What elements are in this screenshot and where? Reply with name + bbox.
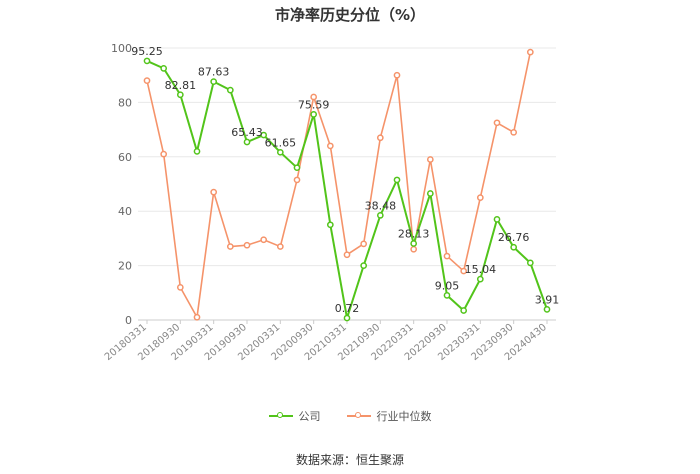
series-0-point-13: [360, 262, 368, 269]
data-label-18: 9.05: [435, 279, 460, 292]
grid-layer: [138, 47, 556, 321]
series-1-point-23: [526, 48, 534, 56]
series-1-point-15: [393, 71, 401, 79]
legend-company-swatch: [268, 412, 293, 418]
legend-industry-swatch: [346, 412, 371, 418]
legend-item-industry[interactable]: 行业中位数: [346, 408, 432, 424]
series-0-point-12: [343, 314, 351, 322]
series-0-point-20: [476, 275, 484, 283]
data-label-16: 28.13: [398, 227, 430, 240]
series-1-point-4: [210, 188, 218, 196]
series-0-point-19: [460, 307, 468, 314]
series-1-point-6: [243, 241, 251, 249]
series-1-point-0: [143, 77, 151, 84]
y-tick-label-80: 80: [118, 96, 132, 109]
series-0-point-6: [243, 138, 251, 146]
data-label-4: 87.63: [198, 66, 230, 79]
series-line-1: [146, 51, 532, 319]
series-0-point-1: [160, 65, 168, 72]
series-1-point-7: [260, 236, 268, 244]
series-1-point-8: [276, 243, 284, 250]
series-0-point-2: [176, 91, 184, 99]
data-label-8: 61.65: [265, 136, 297, 149]
y-tick-label-100: 100: [111, 42, 132, 55]
series-0-point-8: [276, 148, 284, 156]
y-tick-label-60: 60: [118, 151, 132, 164]
source-note: 数据来源：恒生聚源: [295, 453, 404, 467]
series-0-point-18: [443, 292, 451, 299]
data-label-22: 26.76: [498, 231, 530, 244]
series-0-point-4: [210, 78, 218, 85]
data-label-10: 75.59: [298, 98, 330, 111]
point-layer: [143, 48, 551, 322]
series-1-point-20: [476, 194, 484, 201]
series-1-point-11: [326, 142, 334, 150]
data-label-0: 95.25: [131, 45, 163, 58]
series-1-point-13: [360, 240, 368, 248]
series-line-0: [146, 60, 548, 320]
series-1-point-12: [343, 251, 351, 259]
chart-title: 市净率历史分位（%）: [274, 6, 426, 24]
series-0-point-15: [393, 176, 401, 184]
series-0-point-17: [426, 190, 434, 197]
y-tick-label-40: 40: [118, 205, 132, 218]
series-1-point-21: [493, 119, 501, 127]
legend: 公司 行业中位数: [0, 408, 700, 424]
data-label-6: 65.43: [231, 126, 263, 139]
series-1-point-19: [460, 267, 468, 275]
series-0-point-24: [543, 306, 551, 313]
series-1-point-2: [176, 284, 184, 291]
series-0-point-14: [376, 211, 384, 219]
legend-industry-label: 行业中位数: [376, 410, 432, 423]
series-0-point-23: [526, 259, 534, 267]
series-0-point-11: [326, 221, 334, 229]
series-1-point-1: [160, 150, 168, 158]
y-tick-label-20: 20: [118, 260, 132, 273]
series-1-point-5: [226, 243, 234, 250]
series-1-point-10: [310, 93, 318, 101]
data-label-20: 15.04: [465, 263, 497, 276]
series-1-point-18: [443, 252, 451, 260]
series-1-point-22: [510, 128, 518, 136]
series-0-point-5: [226, 86, 234, 94]
y-tick-label-0: 0: [125, 314, 132, 327]
series-1-point-17: [426, 156, 434, 163]
series-0-point-16: [410, 240, 418, 247]
series-0-point-21: [493, 216, 501, 223]
data-label-24: 3.91: [535, 293, 560, 306]
series-1-point-9: [293, 176, 301, 184]
series-0-point-22: [510, 243, 518, 251]
series-1-point-14: [376, 134, 384, 142]
series-0-point-10: [310, 111, 318, 118]
line-layer: [146, 51, 548, 320]
series-0-point-7: [260, 131, 268, 139]
series-1-point-16: [410, 245, 418, 253]
series-1-point-3: [193, 313, 201, 321]
series-0-point-3: [193, 148, 201, 155]
series-0-point-9: [293, 164, 301, 172]
data-label-2: 82.81: [165, 79, 197, 92]
legend-company-label: 公司: [298, 410, 321, 423]
legend-item-company[interactable]: 公司: [268, 408, 321, 424]
series-0-point-0: [143, 57, 151, 65]
data-label-14: 38.48: [365, 199, 397, 212]
data-label-12: 0.72: [335, 302, 360, 315]
